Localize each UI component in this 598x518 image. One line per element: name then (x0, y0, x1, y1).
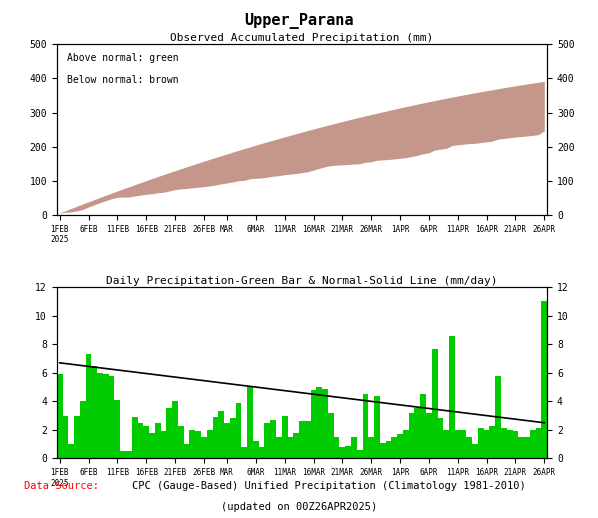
Bar (397, 434, 403, 458)
Bar (218, 411, 224, 458)
Bar (357, 450, 362, 458)
Bar (126, 451, 132, 458)
Bar (484, 430, 490, 458)
Text: Above normal: green: Above normal: green (66, 53, 178, 63)
Bar (132, 417, 138, 458)
Bar (518, 437, 524, 458)
Bar (478, 428, 484, 458)
Bar (190, 430, 196, 458)
Bar (310, 390, 316, 458)
Bar (345, 445, 351, 458)
Bar (149, 433, 155, 458)
Bar (438, 419, 443, 458)
Text: Upper_Parana: Upper_Parana (244, 13, 354, 29)
Bar (362, 394, 368, 458)
Bar (63, 415, 68, 458)
Bar (403, 430, 408, 458)
Bar (178, 426, 184, 458)
Bar (472, 444, 478, 458)
Text: CPC (Gauge-Based) Unified Precipitation (Climatology 1981-2010): CPC (Gauge-Based) Unified Precipitation … (132, 481, 525, 491)
Bar (368, 437, 374, 458)
Bar (103, 374, 109, 458)
Bar (97, 373, 103, 458)
Bar (230, 419, 236, 458)
Bar (392, 437, 397, 458)
Bar (374, 396, 380, 458)
Bar (460, 430, 466, 458)
Bar (334, 437, 340, 458)
Bar (270, 420, 276, 458)
Bar (282, 415, 288, 458)
Bar (536, 428, 541, 458)
Bar (259, 447, 264, 458)
Bar (276, 437, 282, 458)
Bar (212, 417, 218, 458)
Bar (299, 421, 305, 458)
Bar (490, 426, 495, 458)
Title: Daily Precipitation-Green Bar & Normal-Solid Line (mm/day): Daily Precipitation-Green Bar & Normal-S… (106, 277, 498, 286)
Bar (172, 401, 178, 458)
Bar (432, 349, 438, 458)
Bar (507, 430, 512, 458)
Bar (495, 376, 501, 458)
Bar (294, 433, 299, 458)
Bar (316, 387, 322, 458)
Bar (541, 301, 547, 458)
Bar (322, 388, 328, 458)
Bar (420, 394, 426, 458)
Bar (144, 426, 149, 458)
Bar (414, 409, 420, 458)
Bar (114, 400, 120, 458)
Bar (501, 428, 507, 458)
Bar (247, 386, 253, 458)
Bar (80, 401, 86, 458)
Bar (426, 413, 432, 458)
Bar (386, 441, 392, 458)
Bar (57, 374, 63, 458)
Bar (155, 423, 161, 458)
Bar (524, 437, 530, 458)
Bar (161, 431, 166, 458)
Bar (224, 423, 230, 458)
Bar (138, 423, 144, 458)
Title: Observed Accumulated Precipitation (mm): Observed Accumulated Precipitation (mm) (170, 33, 434, 43)
Text: (updated on 00Z26APR2025): (updated on 00Z26APR2025) (221, 502, 377, 512)
Bar (184, 444, 190, 458)
Bar (443, 430, 449, 458)
Bar (351, 437, 357, 458)
Bar (68, 444, 74, 458)
Bar (264, 423, 270, 458)
Bar (455, 430, 460, 458)
Bar (91, 366, 97, 458)
Bar (120, 451, 126, 458)
Bar (380, 443, 386, 458)
Bar (305, 421, 310, 458)
Bar (466, 437, 472, 458)
Bar (449, 336, 455, 458)
Bar (288, 437, 294, 458)
Bar (408, 413, 414, 458)
Bar (201, 437, 207, 458)
Bar (74, 415, 80, 458)
Bar (530, 430, 536, 458)
Bar (328, 413, 334, 458)
Bar (253, 441, 259, 458)
Bar (512, 431, 518, 458)
Bar (109, 376, 114, 458)
Bar (340, 447, 345, 458)
Bar (196, 431, 201, 458)
Bar (207, 430, 212, 458)
Bar (236, 403, 242, 458)
Text: Below normal: brown: Below normal: brown (66, 75, 178, 85)
Bar (242, 447, 247, 458)
Text: Data Source:: Data Source: (24, 481, 99, 491)
Bar (86, 354, 91, 458)
Bar (166, 409, 172, 458)
